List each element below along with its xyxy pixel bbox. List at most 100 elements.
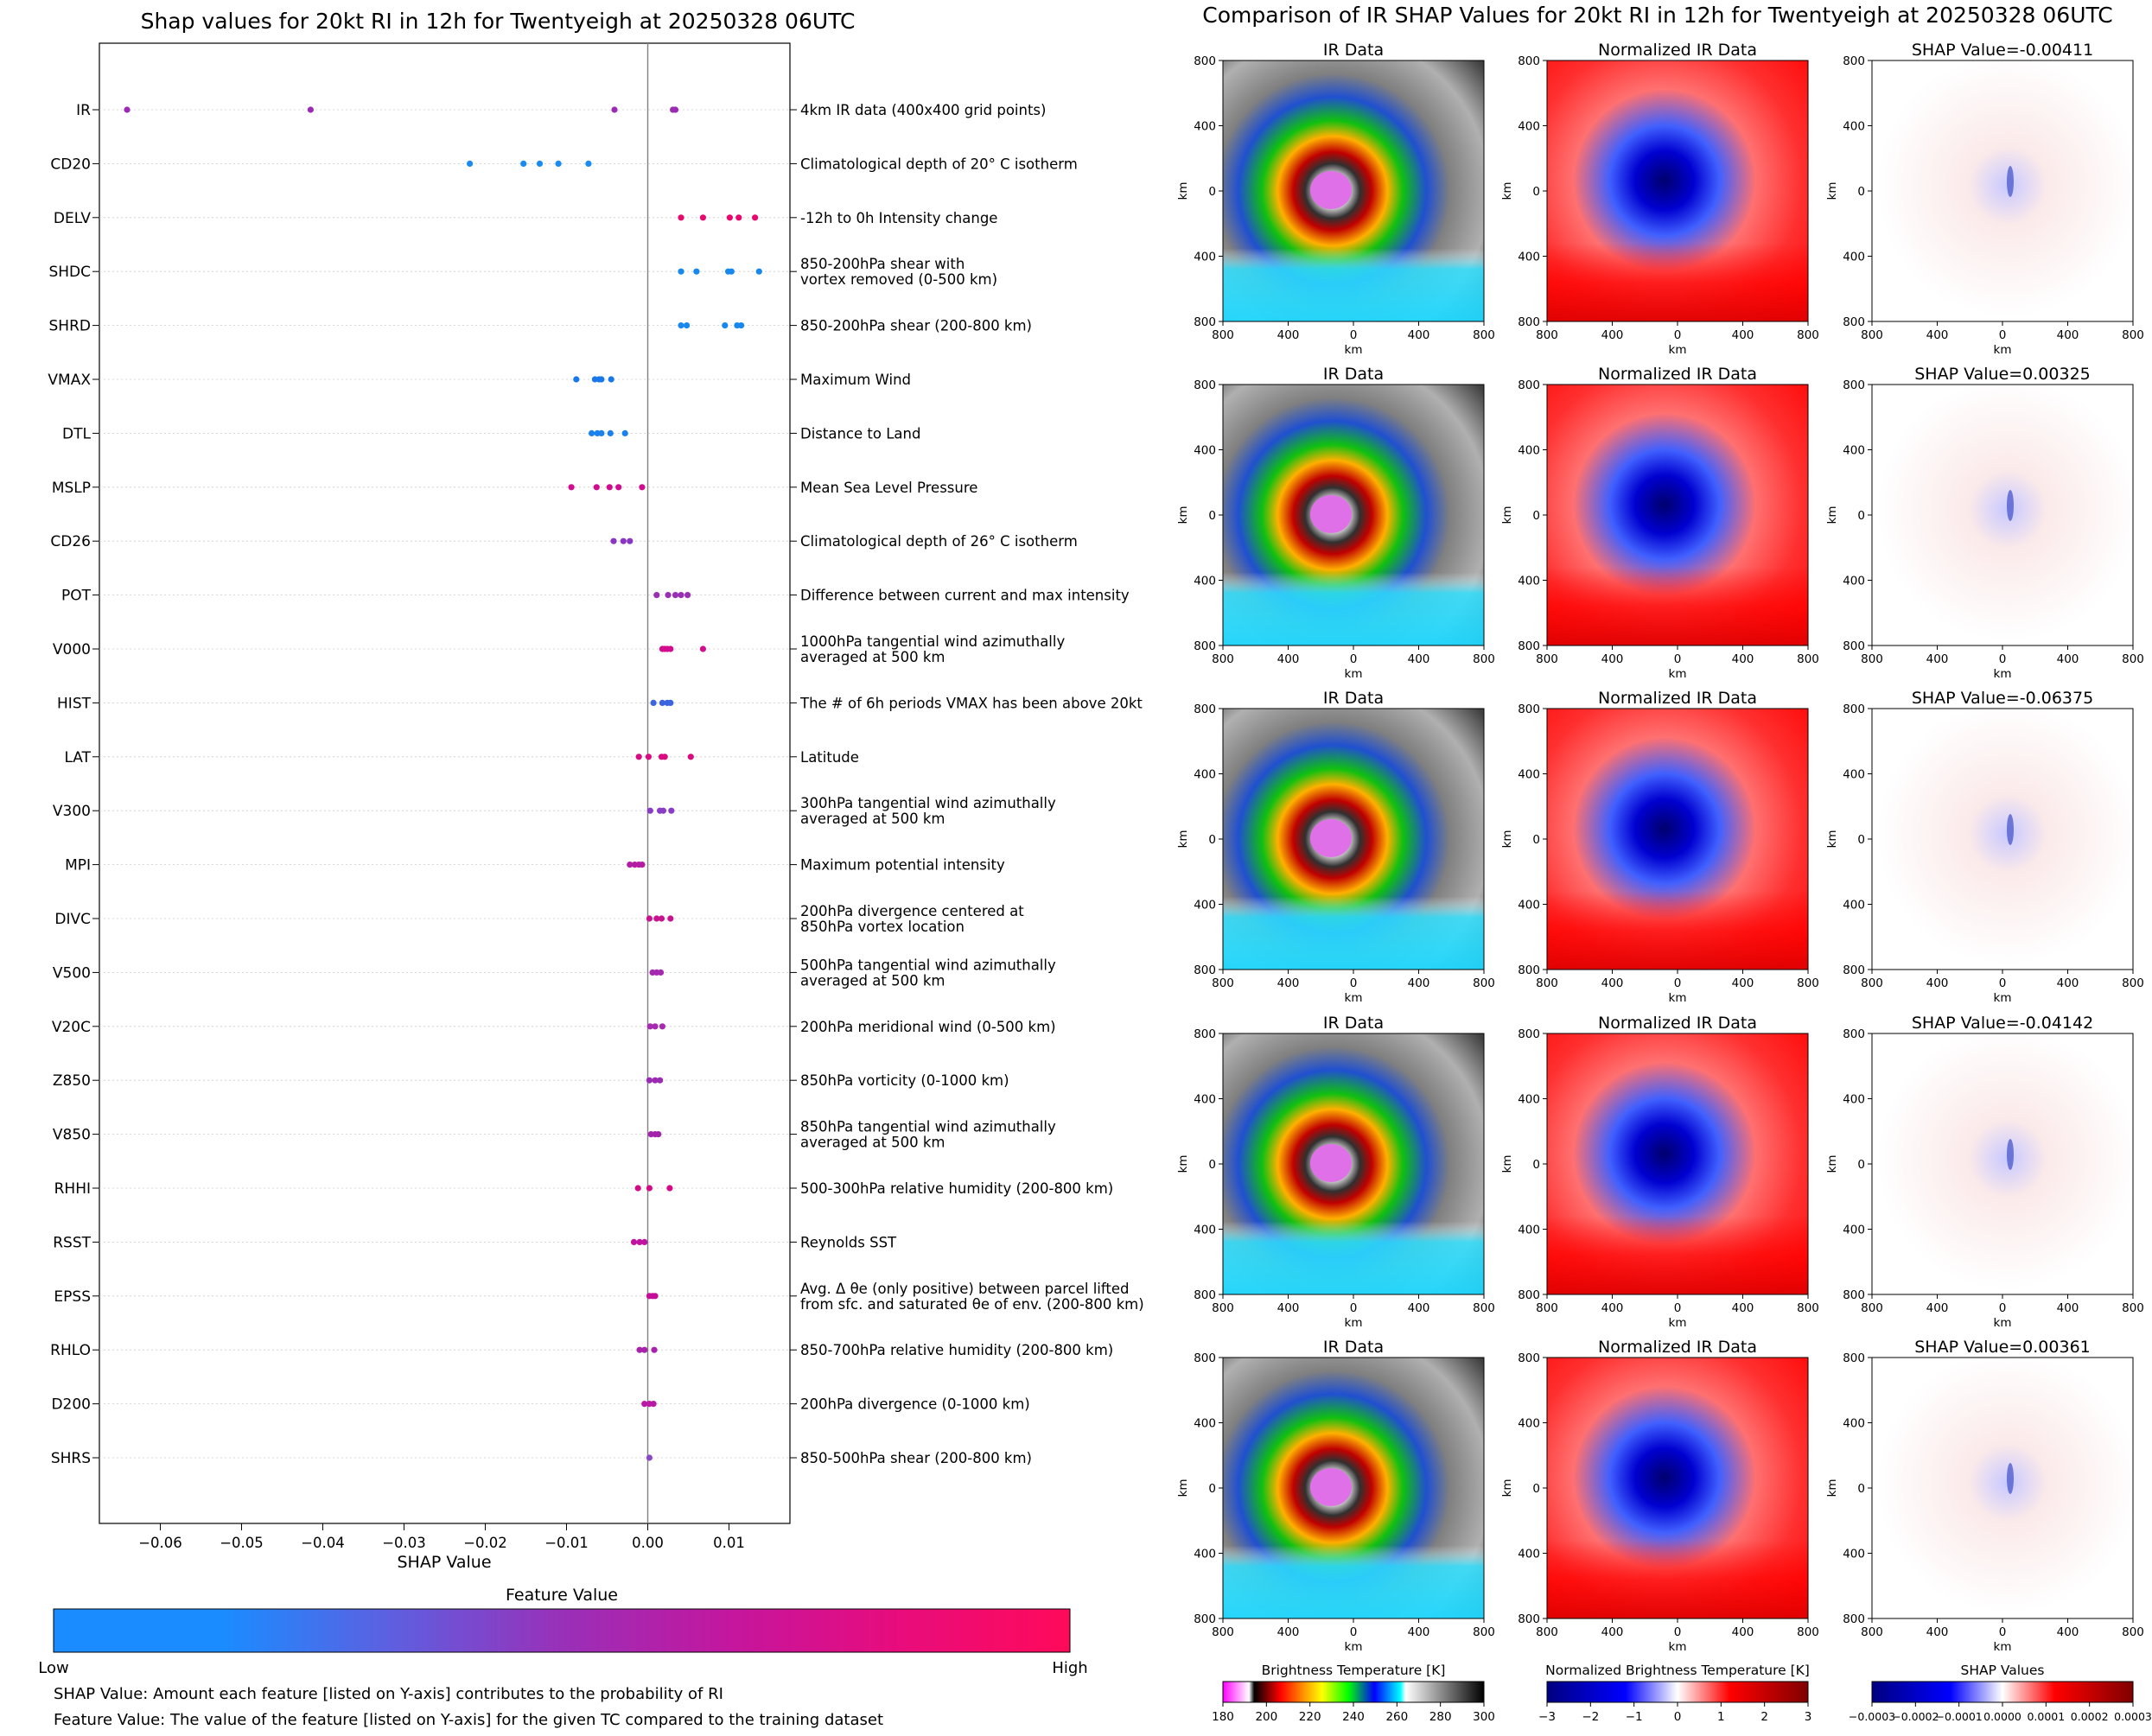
x-axis-label: km [1345,667,1363,681]
shap-point [699,214,707,221]
shap-map-image [1872,385,2133,645]
x-tick-label: 400 [1277,976,1300,990]
x-axis-label: km [1994,991,2012,1005]
y-axis-label: km [1500,830,1514,849]
feature-label: MPI [65,857,91,874]
x-tick-label: 800 [1797,1625,1819,1639]
x-tick-label: −0.03 [382,1535,426,1551]
x-tick-label: 0 [1999,976,2007,990]
shap-point [650,699,657,707]
y-tick-label: 400 [1194,251,1216,264]
x-tick-label: 400 [2057,1625,2079,1639]
feature-description: Mean Sea Level Pressure [800,480,977,496]
colorbar-tick-label: −0.0002 [1892,1710,1939,1723]
x-tick-label: 0 [1674,1301,1682,1315]
feature-label: VMAX [48,372,91,389]
ir-cold-cloud-overlay [1223,60,1484,321]
shap-point [467,160,474,167]
feature-label: DIVC [54,911,91,928]
y-tick-label: 0 [1532,509,1540,523]
feature-row-shrs: SHRS 850-500hPa shear (200-800 km) [51,1450,1032,1467]
x-tick-label: 800 [1797,328,1819,342]
feature-description: 850-200hPa shear with [800,256,965,272]
normalized-south-overlay [1547,1033,1808,1294]
feature-description: Difference between current and max inten… [800,588,1130,604]
shap-point [568,484,575,491]
feature-row-lat: LAT Latitude [64,749,858,766]
shap-point [646,1454,653,1461]
x-tick-label: 800 [1536,1301,1558,1315]
normalized-ir-panel: Normalized IR Data8008004004000040040080… [1500,689,1819,1005]
storm-eye-mark [1310,1468,1352,1506]
x-axis: −0.06 −0.05 −0.04 −0.03 −0.02 −0.01 0.00 0.01 [138,1523,745,1551]
y-tick-label: 800 [1843,639,1865,653]
y-tick-label: 800 [1843,1612,1865,1626]
panel-title: IR Data [1323,689,1384,708]
colorbar-label: Brightness Temperature [K] [1262,1663,1446,1678]
x-tick-label: 800 [2122,976,2144,990]
shap-point [684,322,691,329]
feature-label: V000 [53,641,91,658]
panel-title: IR Data [1323,1014,1384,1033]
colorbar-tick-label: −0.0003 [1849,1710,1895,1723]
colorbar-tick-label: 180 [1212,1710,1234,1724]
x-axis-label: km [1994,343,2012,357]
y-tick-label: 0 [1532,185,1540,199]
panel-title: IR Data [1323,41,1384,60]
feature-description: 850-500hPa shear (200-800 km) [800,1450,1032,1466]
y-tick-label: 400 [1194,1548,1216,1561]
x-tick-label: 0.00 [632,1535,664,1551]
shap-point [755,268,762,275]
y-tick-label: 400 [1194,575,1216,588]
feature-row-ir: IR 4km IR data (400x400 grid points) [76,102,1046,119]
shap-map-image [1872,709,2133,970]
shap-point [627,537,634,544]
feature-description: 850-200hPa shear (200-800 km) [800,318,1032,334]
shap-point [652,1293,659,1300]
y-tick-label: 800 [1518,1351,1540,1365]
shap-point [646,915,653,922]
panel-title: SHAP Value=0.00325 [1914,365,2091,384]
feature-label: SHDC [48,264,91,281]
shap-point [659,699,666,707]
x-axis-label: km [1669,991,1687,1005]
feature-description: Climatological depth of 20° C isotherm [800,156,1078,172]
x-tick-label: 800 [1212,1301,1234,1315]
y-tick-label: 400 [1194,444,1216,458]
y-tick-label: 800 [1843,315,1865,329]
ir-panels-grid: IR Data 800 800 400 400 0 0 400 400 800 800 km km Nor… [1176,41,2144,1654]
shap-point [726,214,734,221]
colorbar-tick-label: −0.0001 [1936,1710,1983,1723]
panel-row-3: IR Data80080040040000400400800800kmkmNor… [1176,689,2144,1005]
y-tick-label: 400 [1843,251,1865,264]
feature-description: -12h to 0h Intensity change [800,210,997,226]
shap-point [661,754,668,760]
feature-description: averaged at 500 km [800,649,945,665]
x-tick-label: 400 [1408,1625,1430,1639]
y-tick-label: 800 [1843,1027,1865,1041]
x-tick-label: 800 [1473,328,1495,342]
feature-row-dtl: DTL Distance to Land [62,425,920,442]
shap-point [738,322,745,329]
y-tick-label: 400 [1843,1093,1865,1107]
x-tick-label: 800 [1212,1625,1234,1639]
feature-description: from sfc. and saturated θe of env. (200-… [800,1296,1144,1313]
feature-description: averaged at 500 km [800,1135,945,1151]
x-tick-label: 800 [2122,652,2144,666]
y-tick-label: 400 [1518,899,1540,913]
panel-title: Normalized IR Data [1598,1014,1757,1033]
x-tick-label: 0 [1674,976,1682,990]
panel-row-4: IR Data80080040040000400400800800kmkmNor… [1176,1014,2144,1330]
y-tick-label: 400 [1194,899,1216,913]
shap-core-mark [2007,814,2014,845]
feature-label: CD26 [50,533,91,550]
shap-point [641,1346,648,1353]
feature-description: averaged at 500 km [800,811,945,827]
y-tick-label: 400 [1843,768,1865,782]
y-axis-label: km [1176,182,1190,200]
x-axis-label: km [1345,1640,1363,1654]
feature-row-shrd: SHRD 850-200hPa shear (200-800 km) [49,318,1032,335]
y-tick-label: 800 [1518,639,1540,653]
